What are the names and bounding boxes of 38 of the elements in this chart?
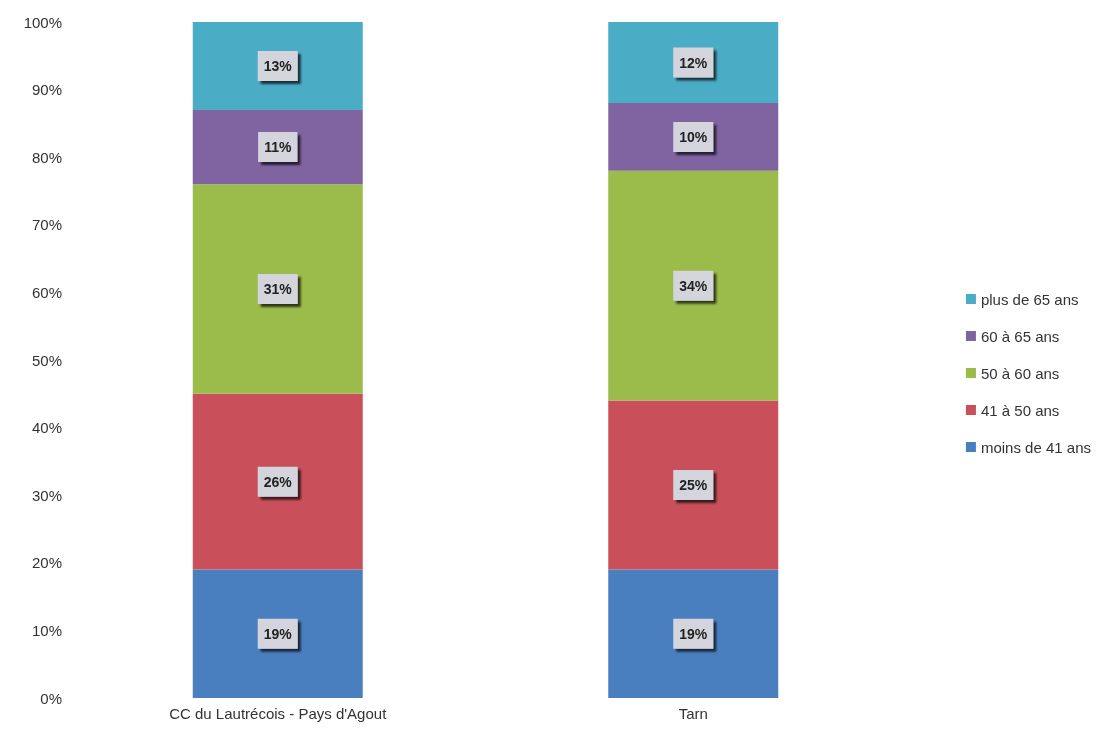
bar xyxy=(608,400,779,570)
data-label: 12% xyxy=(679,54,708,71)
y-tick-label: 0% xyxy=(40,689,62,707)
data-label: 11% xyxy=(264,139,292,156)
data-label: 25% xyxy=(679,477,708,494)
legend-label: plus de 65 ans xyxy=(980,290,1079,308)
y-tick-label: 60% xyxy=(31,283,62,301)
y-tick-label: 20% xyxy=(31,554,62,572)
legend-label: moins de 41 ans xyxy=(980,438,1092,456)
bar xyxy=(192,184,363,394)
y-tick-label: 10% xyxy=(31,621,62,639)
bar xyxy=(608,569,779,698)
bar xyxy=(608,22,779,104)
data-label: 19% xyxy=(679,625,708,642)
data-label: 19% xyxy=(263,625,293,642)
data-label: 34% xyxy=(679,277,708,294)
data-label: 10% xyxy=(679,128,708,145)
y-tick-label: 70% xyxy=(31,216,62,234)
legend-label: 60 à 65 ans xyxy=(980,327,1060,345)
bar xyxy=(192,22,363,110)
legend-label: 50 à 60 ans xyxy=(980,364,1060,382)
data-label: 13% xyxy=(263,57,293,74)
bar xyxy=(608,170,779,401)
y-tick-label: 50% xyxy=(31,351,62,369)
y-tick-label: 80% xyxy=(31,148,62,166)
data-label: 26% xyxy=(263,473,293,490)
legend-label: 41 à 50 ans xyxy=(980,401,1060,419)
bar xyxy=(192,569,363,698)
data-label: 31% xyxy=(263,281,293,298)
bar xyxy=(192,393,363,570)
bar xyxy=(608,103,779,171)
y-tick-label: 30% xyxy=(31,486,62,504)
y-tick-label: 90% xyxy=(31,81,62,99)
x-tick-label: CC du Lautrécois - Pays d'Agout xyxy=(169,705,388,722)
bar xyxy=(192,109,363,185)
x-tick-label: Tarn xyxy=(678,705,708,722)
y-tick-label: 100% xyxy=(23,13,62,31)
y-tick-label: 40% xyxy=(31,419,62,437)
